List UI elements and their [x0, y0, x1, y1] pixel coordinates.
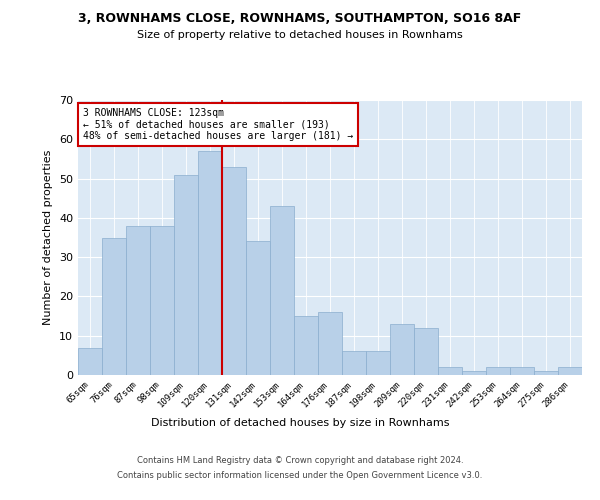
Bar: [102, 238, 126, 375]
Bar: [414, 328, 438, 375]
Bar: [366, 352, 390, 375]
Bar: [246, 242, 270, 375]
Bar: [150, 226, 174, 375]
Bar: [462, 371, 486, 375]
Text: 3, ROWNHAMS CLOSE, ROWNHAMS, SOUTHAMPTON, SO16 8AF: 3, ROWNHAMS CLOSE, ROWNHAMS, SOUTHAMPTON…: [79, 12, 521, 26]
Bar: [510, 367, 534, 375]
Bar: [318, 312, 342, 375]
Text: 3 ROWNHAMS CLOSE: 123sqm
← 51% of detached houses are smaller (193)
48% of semi-: 3 ROWNHAMS CLOSE: 123sqm ← 51% of detach…: [83, 108, 353, 142]
Bar: [558, 367, 582, 375]
Bar: [198, 151, 222, 375]
Bar: [78, 348, 102, 375]
Text: Contains public sector information licensed under the Open Government Licence v3: Contains public sector information licen…: [118, 471, 482, 480]
Text: Distribution of detached houses by size in Rownhams: Distribution of detached houses by size …: [151, 418, 449, 428]
Bar: [294, 316, 318, 375]
Y-axis label: Number of detached properties: Number of detached properties: [43, 150, 53, 325]
Text: Contains HM Land Registry data © Crown copyright and database right 2024.: Contains HM Land Registry data © Crown c…: [137, 456, 463, 465]
Text: Size of property relative to detached houses in Rownhams: Size of property relative to detached ho…: [137, 30, 463, 40]
Bar: [438, 367, 462, 375]
Bar: [270, 206, 294, 375]
Bar: [342, 352, 366, 375]
Bar: [390, 324, 414, 375]
Bar: [222, 167, 246, 375]
Bar: [534, 371, 558, 375]
Bar: [486, 367, 510, 375]
Bar: [174, 174, 198, 375]
Bar: [126, 226, 150, 375]
